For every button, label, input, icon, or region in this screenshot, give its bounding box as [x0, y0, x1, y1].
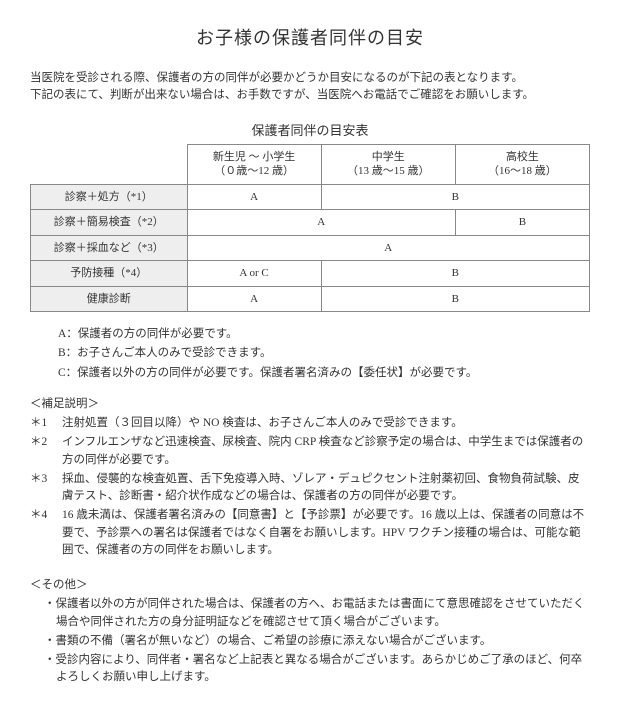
row-label: 予防接種（*4）	[31, 261, 188, 287]
note-label: ＊2	[30, 434, 62, 469]
legend-a: A：保護者の方の同伴が必要です。	[58, 326, 590, 343]
col-header-middle: 中学生 （13 歳～15 歳）	[321, 145, 455, 185]
table-cell: B	[455, 210, 589, 236]
table-cell: A	[187, 210, 455, 236]
table-cell: A	[187, 235, 589, 261]
col-header-line: 中学生	[372, 151, 405, 163]
col-header-infant: 新生児 ～ 小学生 （０歳～12 歳）	[187, 145, 321, 185]
col-header-line: （16～18 歳）	[488, 165, 557, 177]
intro-text: 当医院を受診される際、保護者の方の同伴が必要かどうか目安になるのが下記の表となり…	[30, 70, 590, 105]
other-item: ・書類の不備（署名が無いなど）の場合、ご希望の診療に添えない場合がございます。	[44, 633, 590, 650]
notes-section: ＊1 注射処置（３回目以降）や NO 検査は、お子さんご本人のみで受診できます。…	[30, 415, 590, 559]
note-body: 注射処置（３回目以降）や NO 検査は、お子さんご本人のみで受診できます。	[62, 415, 590, 432]
intro-line-2: 下記の表にて、判断が出来ない場合は、お手数ですが、当医院へお電話でご確認をお願い…	[30, 87, 590, 104]
page-title: お子様の保護者同伴の目安	[30, 25, 590, 52]
table-corner-blank	[31, 145, 188, 185]
other-item: ・受診内容により、同伴者・署名など上記表と異なる場合がございます。あらかじめご了…	[44, 652, 590, 687]
other-list: ・保護者以外の方が同伴された場合は、保護者の方へ、お電話または書面にて意思確認を…	[44, 596, 590, 686]
note-label: ＊3	[30, 471, 62, 506]
col-header-high: 高校生 （16～18 歳）	[455, 145, 589, 185]
col-header-line: 高校生	[506, 151, 539, 163]
note-body: 16 歳未満は、保護者署名済みの【同意書】と【予診票】が必要です。16 歳以上は…	[62, 507, 590, 559]
legend-c: C：保護者以外の方の同伴が必要です。保護者署名済みの【委任状】が必要です。	[58, 365, 590, 382]
legend: A：保護者の方の同伴が必要です。 B：お子さんご本人のみで受診できます。 C：保…	[58, 326, 590, 382]
table-cell: A	[187, 286, 321, 312]
row-label: 健康診断	[31, 286, 188, 312]
table-cell: B	[321, 184, 589, 210]
guideline-table: 新生児 ～ 小学生 （０歳～12 歳） 中学生 （13 歳～15 歳） 高校生 …	[30, 144, 590, 312]
table-cell: B	[321, 286, 589, 312]
notes-title: ＜補足説明＞	[30, 396, 590, 413]
table-title: 保護者同伴の目安表	[30, 121, 590, 141]
col-header-line: 新生児 ～ 小学生	[213, 151, 296, 163]
table-cell: A or C	[187, 261, 321, 287]
table-cell: B	[321, 261, 589, 287]
note-label: ＊1	[30, 415, 62, 432]
intro-line-1: 当医院を受診される際、保護者の方の同伴が必要かどうか目安になるのが下記の表となり…	[30, 70, 590, 87]
other-title: ＜その他＞	[30, 577, 590, 594]
other-item: ・保護者以外の方が同伴された場合は、保護者の方へ、お電話または書面にて意思確認を…	[44, 596, 590, 631]
row-label: 診察＋処方（*1）	[31, 184, 188, 210]
note-label: ＊4	[30, 507, 62, 559]
row-label: 診察＋簡易検査（*2）	[31, 210, 188, 236]
table-cell: A	[187, 184, 321, 210]
note-body: 採血、侵襲的な検査処置、舌下免疫導入時、ゾレア・デュピクセント注射薬初回、食物負…	[62, 471, 590, 506]
legend-b: B：お子さんご本人のみで受診できます。	[58, 345, 590, 362]
col-header-line: （13 歳～15 歳）	[347, 165, 430, 177]
row-label: 診察＋採血など（*3）	[31, 235, 188, 261]
col-header-line: （０歳～12 歳）	[214, 165, 294, 177]
note-body: インフルエンザなど迅速検査、尿検査、院内 CRP 検査など診察予定の場合は、中学…	[62, 434, 590, 469]
